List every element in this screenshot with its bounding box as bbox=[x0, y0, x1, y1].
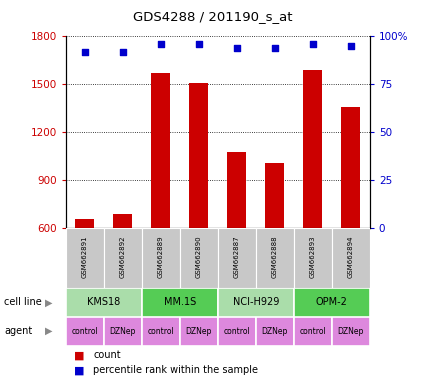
Bar bbox=[303, 70, 322, 228]
Bar bbox=[218, 228, 256, 288]
Bar bbox=[218, 288, 294, 317]
Bar bbox=[294, 288, 370, 317]
Text: DZNep: DZNep bbox=[110, 327, 136, 336]
Point bbox=[157, 41, 164, 47]
Point bbox=[272, 45, 278, 51]
Point bbox=[196, 41, 202, 47]
Text: GSM662892: GSM662892 bbox=[120, 236, 126, 278]
Bar bbox=[151, 73, 170, 228]
Text: GSM662887: GSM662887 bbox=[234, 236, 240, 278]
Bar bbox=[66, 228, 104, 288]
Bar bbox=[332, 317, 370, 346]
Point bbox=[82, 49, 88, 55]
Text: ■: ■ bbox=[74, 350, 85, 360]
Text: agent: agent bbox=[4, 326, 32, 336]
Text: count: count bbox=[94, 350, 121, 360]
Text: cell line: cell line bbox=[4, 297, 42, 308]
Text: GSM662890: GSM662890 bbox=[196, 236, 202, 278]
Text: NCI-H929: NCI-H929 bbox=[232, 297, 279, 308]
Point bbox=[119, 49, 126, 55]
Bar bbox=[142, 288, 218, 317]
Point bbox=[309, 41, 316, 47]
Bar bbox=[227, 152, 246, 228]
Text: control: control bbox=[224, 327, 250, 336]
Bar bbox=[180, 317, 218, 346]
Text: KMS18: KMS18 bbox=[87, 297, 120, 308]
Text: DZNep: DZNep bbox=[337, 327, 364, 336]
Bar bbox=[189, 83, 208, 228]
Text: percentile rank within the sample: percentile rank within the sample bbox=[94, 366, 258, 376]
Bar bbox=[294, 228, 332, 288]
Bar bbox=[66, 317, 104, 346]
Text: GSM662889: GSM662889 bbox=[158, 236, 164, 278]
Point bbox=[347, 43, 354, 49]
Bar bbox=[256, 228, 294, 288]
Bar bbox=[104, 228, 142, 288]
Bar bbox=[66, 288, 142, 317]
Bar bbox=[332, 228, 370, 288]
Text: GSM662893: GSM662893 bbox=[310, 236, 316, 278]
Bar bbox=[142, 228, 180, 288]
Bar bbox=[265, 163, 284, 228]
Text: ■: ■ bbox=[74, 366, 85, 376]
Text: OPM-2: OPM-2 bbox=[316, 297, 348, 308]
Text: control: control bbox=[147, 327, 174, 336]
Text: GSM662888: GSM662888 bbox=[272, 236, 278, 278]
Bar bbox=[75, 219, 94, 228]
Text: DZNep: DZNep bbox=[262, 327, 288, 336]
Point bbox=[233, 45, 240, 51]
Text: MM.1S: MM.1S bbox=[164, 297, 196, 308]
Text: control: control bbox=[71, 327, 98, 336]
Bar bbox=[104, 317, 142, 346]
Text: GSM662891: GSM662891 bbox=[82, 236, 88, 278]
Text: control: control bbox=[299, 327, 326, 336]
Bar bbox=[341, 107, 360, 228]
Bar bbox=[256, 317, 294, 346]
Text: GDS4288 / 201190_s_at: GDS4288 / 201190_s_at bbox=[133, 10, 292, 23]
Bar bbox=[294, 317, 332, 346]
Text: DZNep: DZNep bbox=[186, 327, 212, 336]
Bar bbox=[113, 214, 132, 228]
Text: ▶: ▶ bbox=[45, 297, 53, 308]
Bar bbox=[218, 317, 256, 346]
Text: ▶: ▶ bbox=[45, 326, 53, 336]
Text: GSM662894: GSM662894 bbox=[348, 236, 354, 278]
Bar bbox=[142, 317, 180, 346]
Bar bbox=[180, 228, 218, 288]
